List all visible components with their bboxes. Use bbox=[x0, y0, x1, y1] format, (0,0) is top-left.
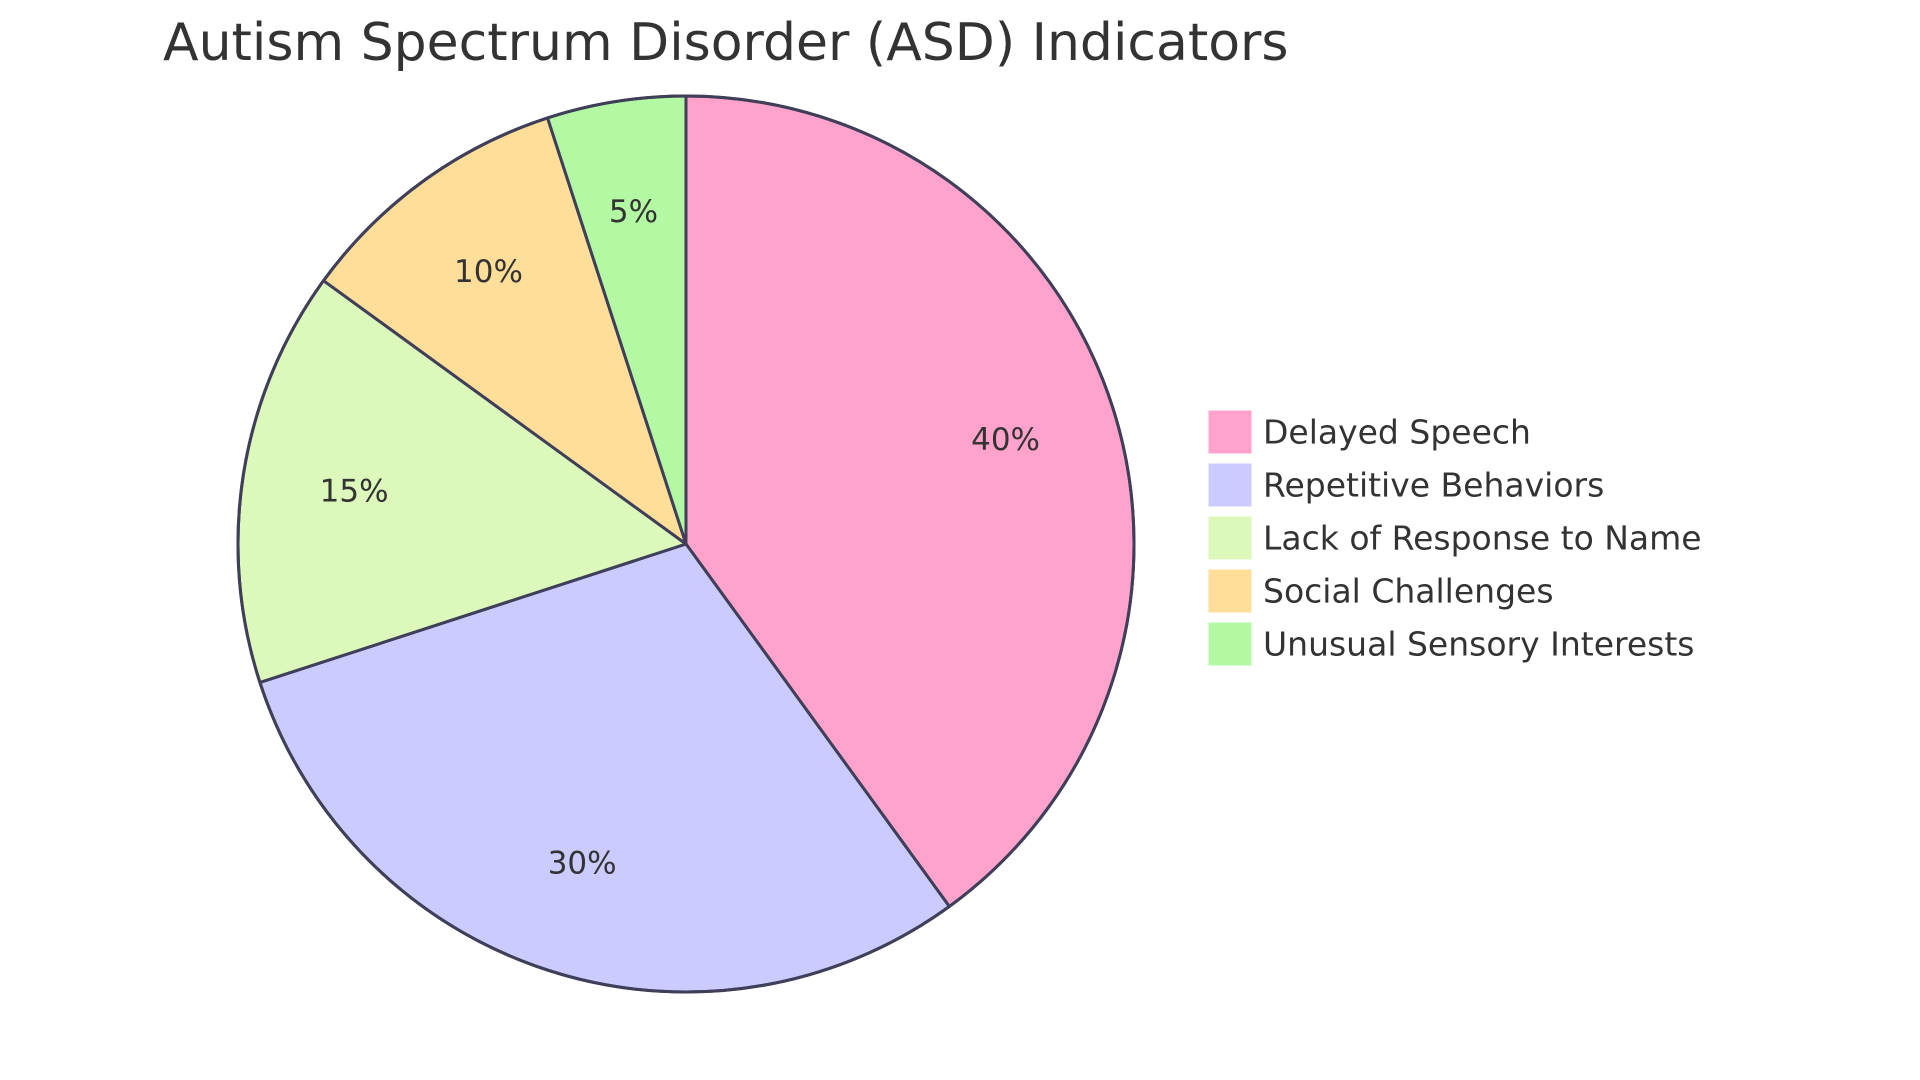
legend-label-unusual-sensory-interests: Unusual Sensory Interests bbox=[1263, 625, 1694, 664]
pie-outline bbox=[236, 94, 1136, 994]
legend-label-lack-of-response-to-name: Lack of Response to Name bbox=[1263, 519, 1702, 558]
slice-label-unusual-sensory-interests: 5% bbox=[609, 194, 658, 230]
legend-swatch-repetitive-behaviors bbox=[1207, 462, 1253, 508]
chart-title: Autism Spectrum Disorder (ASD) Indicator… bbox=[163, 13, 1289, 73]
legend-label-repetitive-behaviors: Repetitive Behaviors bbox=[1263, 466, 1604, 505]
legend-swatch-delayed-speech bbox=[1207, 409, 1253, 455]
slice-label-lack-of-response-to-name: 15% bbox=[320, 473, 389, 509]
slice-label-delayed-speech: 40% bbox=[971, 422, 1040, 458]
pie-slices bbox=[236, 94, 1136, 994]
legend-label-social-challenges: Social Challenges bbox=[1263, 572, 1554, 611]
legend-swatch-lack-of-response-to-name bbox=[1207, 515, 1253, 561]
legend-swatch-social-challenges bbox=[1207, 568, 1253, 614]
slice-label-social-challenges: 10% bbox=[454, 254, 523, 290]
legend-swatch-unusual-sensory-interests bbox=[1207, 621, 1253, 667]
legend: Delayed Speech Repetitive Behaviors Lack o… bbox=[1207, 409, 1702, 667]
pie-slice-labels: 40% 30% 15% 10% 5% bbox=[320, 194, 1040, 881]
slice-label-repetitive-behaviors: 30% bbox=[548, 846, 617, 882]
legend-label-delayed-speech: Delayed Speech bbox=[1263, 413, 1531, 452]
